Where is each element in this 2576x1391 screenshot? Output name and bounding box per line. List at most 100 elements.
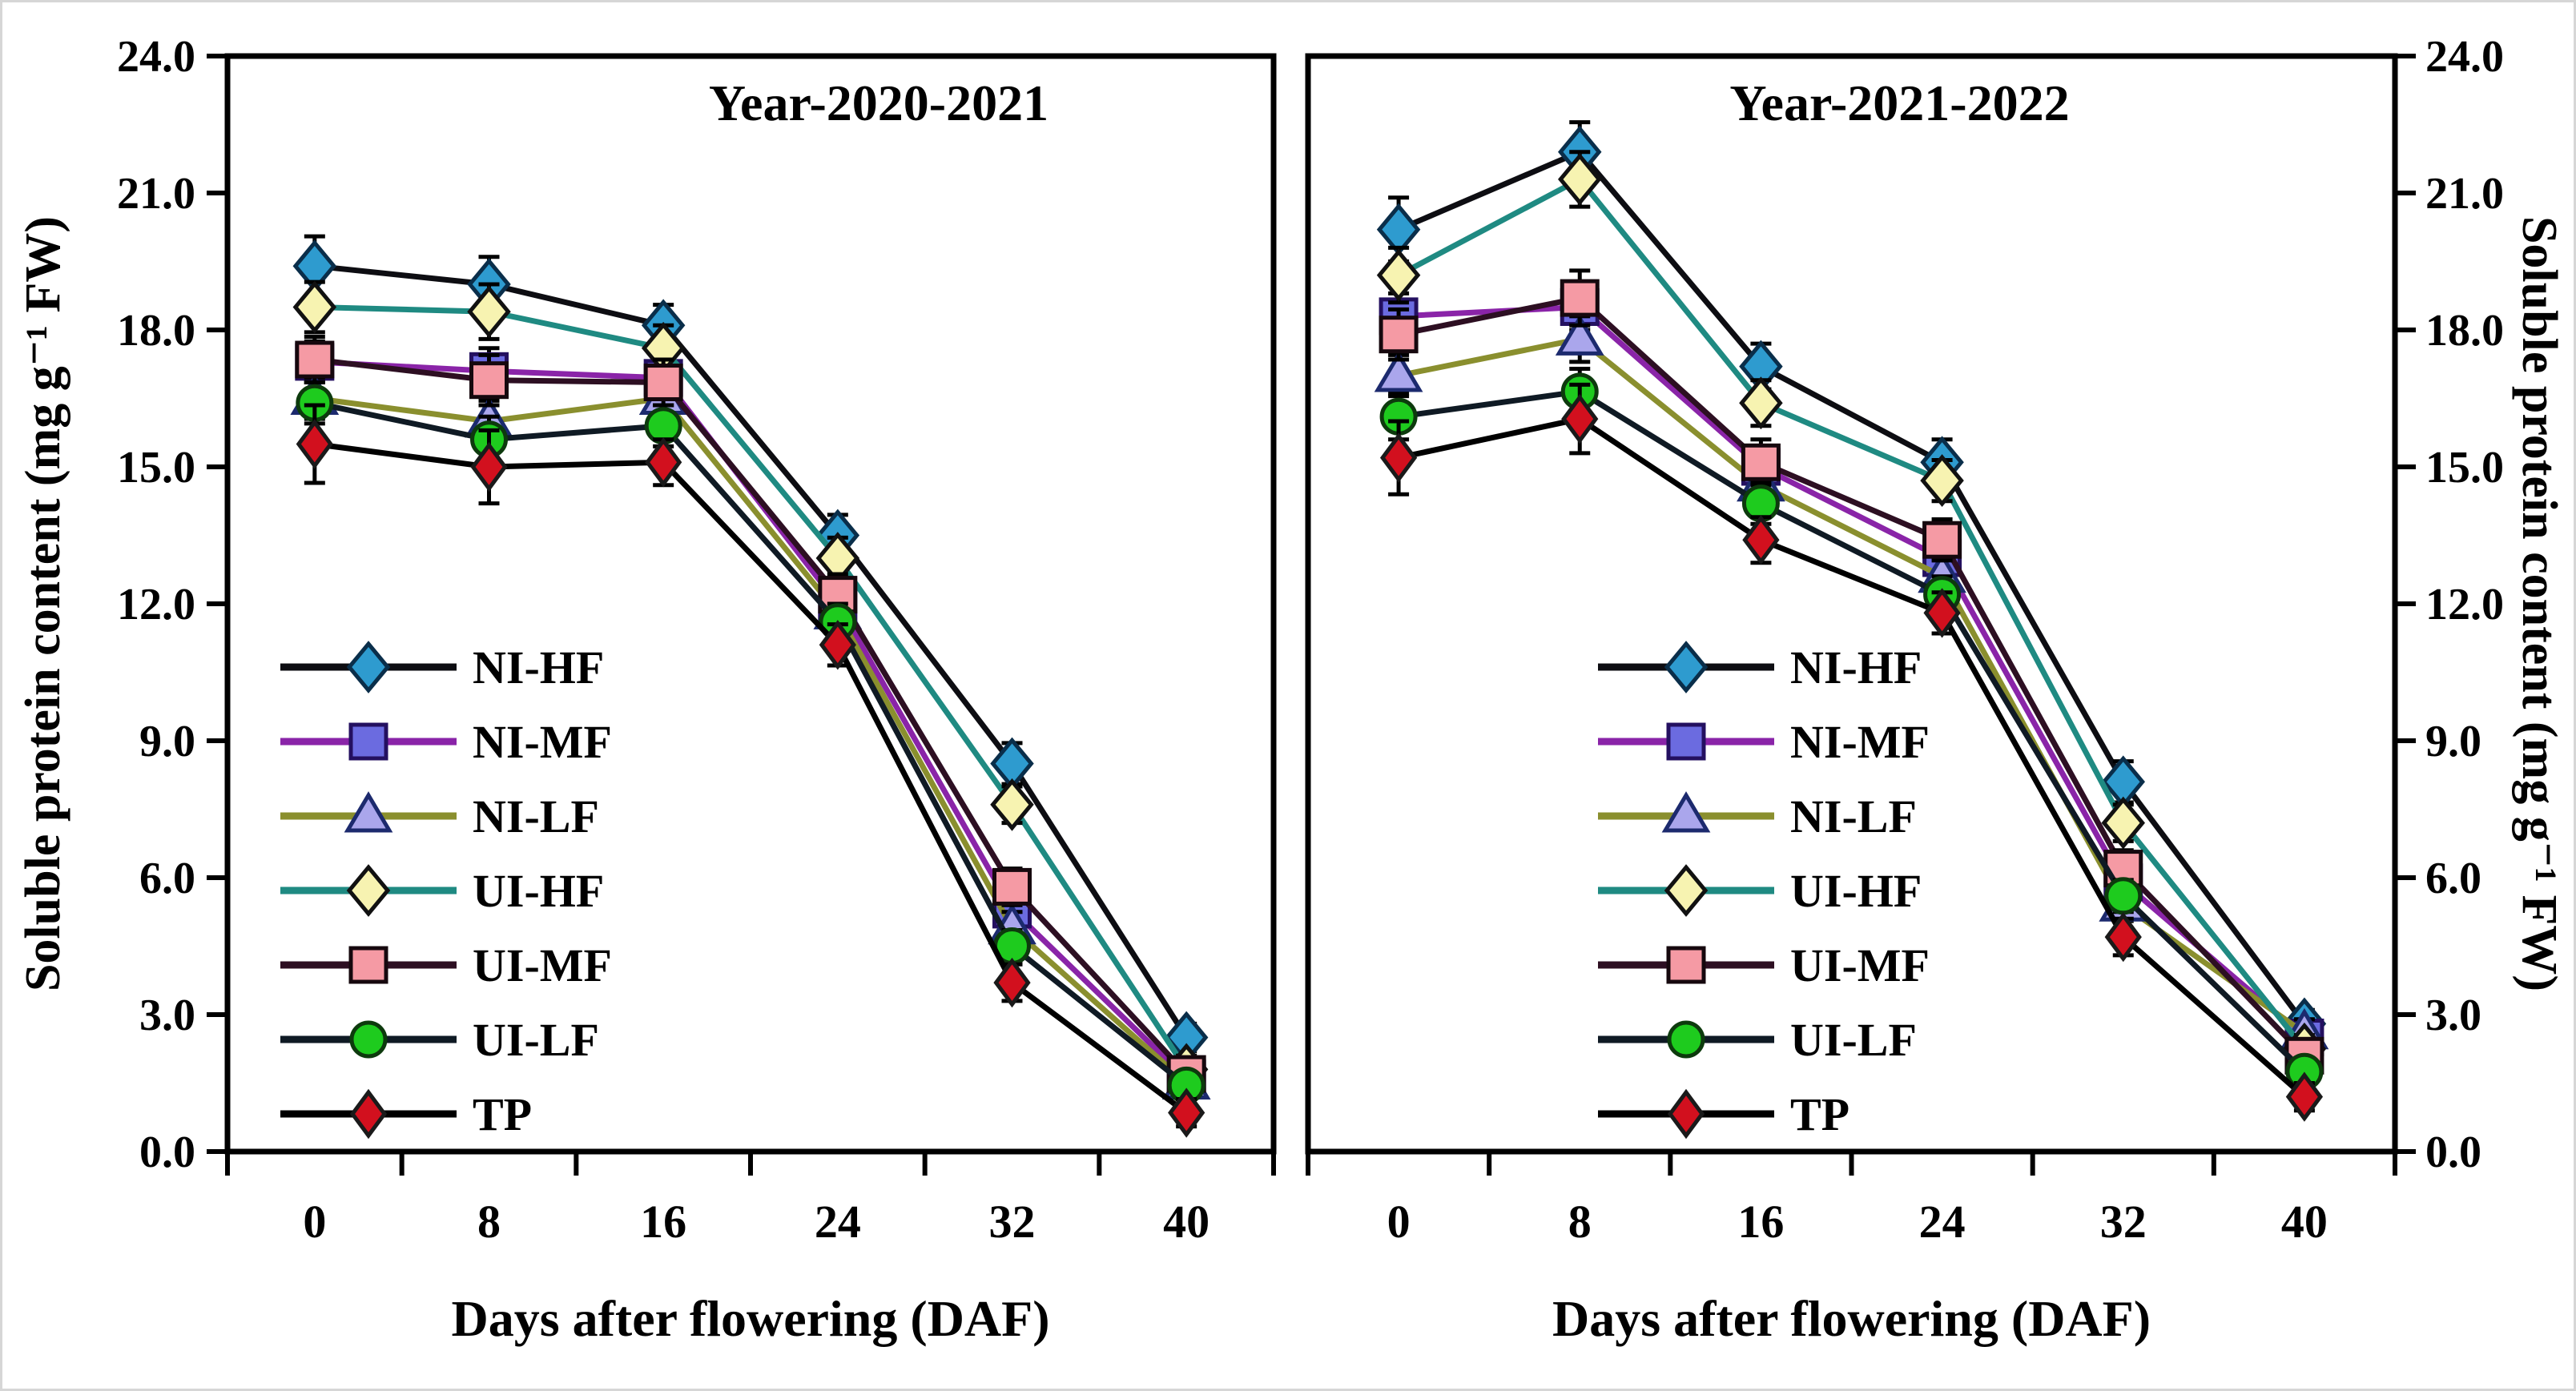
marker-UI-HF xyxy=(1739,376,1783,430)
marker-UI-MF xyxy=(469,361,509,400)
series-line-UI-MF xyxy=(314,356,1189,1076)
series-NI-HF xyxy=(292,234,1209,1064)
x-tick-label: 32 xyxy=(2100,1196,2147,1248)
legend-marker-UI-MF xyxy=(348,946,388,984)
legend-marker-UI-LF xyxy=(349,1020,388,1059)
panel-title: Year-2020-2021 xyxy=(709,74,1049,131)
legend-marker-NI-LF xyxy=(1661,791,1711,833)
series-line-NI-HF xyxy=(1397,148,2307,1026)
legend-item-NI-HF: NI-HF xyxy=(1598,641,1922,693)
y-tick-label: 6.0 xyxy=(139,854,195,903)
marker-TP xyxy=(1168,1087,1205,1138)
plot-box xyxy=(224,53,1277,1155)
legend-label-TP: TP xyxy=(473,1088,532,1140)
legend-item-NI-MF: NI-MF xyxy=(1598,716,1930,768)
marker-UI-HF xyxy=(1376,248,1421,302)
legend-item-UI-LF: UI-LF xyxy=(1598,1014,1917,1066)
x-axis-title: Days after flowering (DAF) xyxy=(451,1290,1049,1347)
y-tick-label: 9.0 xyxy=(2425,717,2481,766)
legend: NI-HF NI-MF NI-LF UI-HF UI-MF UI-LF TP xyxy=(1598,641,1930,1140)
marker-TP xyxy=(1379,432,1418,483)
series-line-NI-LF xyxy=(314,395,1189,1086)
marker-TP xyxy=(993,957,1031,1008)
marker-TP xyxy=(1561,393,1599,444)
legend-marker-TP xyxy=(1667,1088,1705,1140)
series-line-NI-MF xyxy=(314,359,1189,1081)
marker-UI-MF xyxy=(1560,279,1600,317)
marker-TP xyxy=(645,437,682,488)
y-tick-label: 21.0 xyxy=(117,169,195,219)
y-tick-label: 6.0 xyxy=(2425,854,2481,903)
marker-TP xyxy=(2285,1071,2324,1122)
y-axis-title-left: Soluble protein content (mg g⁻¹ FW) xyxy=(16,216,70,991)
marker-NI-LF xyxy=(1555,314,1604,356)
legend-label-UI-LF: UI-LF xyxy=(1790,1014,1917,1066)
marker-TP xyxy=(1923,588,1961,638)
legend-label-UI-HF: UI-HF xyxy=(1790,865,1922,917)
y-tick-label: 24.0 xyxy=(2425,32,2504,82)
series-line-UI-HF xyxy=(1397,175,2307,1051)
series-line-UI-LF xyxy=(314,400,1189,1088)
legend-item-NI-LF: NI-LF xyxy=(280,790,599,842)
legend-marker-UI-HF xyxy=(1664,864,1709,917)
y-tick-label: 0.0 xyxy=(139,1128,195,1177)
legend-label-UI-MF: UI-MF xyxy=(473,939,612,991)
marker-UI-MF xyxy=(643,364,683,402)
marker-UI-HF xyxy=(1558,152,1602,206)
series-UI-HF xyxy=(292,279,1209,1096)
legend-label-NI-LF: NI-LF xyxy=(1790,790,1917,842)
x-tick-label: 24 xyxy=(1919,1196,1966,1248)
legend-label-NI-HF: NI-HF xyxy=(1790,641,1922,693)
x-tick-label: 16 xyxy=(640,1196,686,1248)
legend-marker-NI-HF xyxy=(1664,641,1709,693)
legend-marker-UI-LF xyxy=(1667,1020,1705,1059)
marker-UI-HF xyxy=(292,280,337,334)
legend-label-NI-MF: NI-MF xyxy=(1790,716,1930,768)
legend-item-TP: TP xyxy=(280,1088,532,1140)
series-line-TP xyxy=(1398,416,2307,1100)
y-tick-label: 9.0 xyxy=(139,717,195,766)
series-line-UI-LF xyxy=(1398,388,2307,1074)
y-tick-label: 12.0 xyxy=(2425,580,2504,629)
marker-UI-HF xyxy=(2101,796,2145,850)
y-tick-label: 12.0 xyxy=(117,580,195,629)
series-line-NI-MF xyxy=(1398,304,2307,1040)
x-tick-label: 32 xyxy=(989,1196,1036,1248)
marker-UI-MF xyxy=(295,340,335,379)
y-tick-label: 24.0 xyxy=(117,32,195,82)
marker-TP xyxy=(470,441,508,492)
legend-label-UI-MF: UI-MF xyxy=(1790,939,1930,991)
y-tick-label: 15.0 xyxy=(2425,443,2504,492)
legend-label-NI-HF: NI-HF xyxy=(473,641,604,693)
series-UI-MF xyxy=(1379,268,2324,1075)
y-tick-label: 18.0 xyxy=(117,306,195,356)
legend-label-UI-HF: UI-HF xyxy=(473,865,604,917)
x-tick-label: 8 xyxy=(477,1196,501,1248)
legend: NI-HF NI-MF NI-LF UI-HF UI-MF UI-LF TP xyxy=(280,641,612,1140)
x-tick-label: 8 xyxy=(1568,1196,1592,1248)
y-tick-label: 21.0 xyxy=(2425,169,2504,219)
legend-label-NI-LF: NI-LF xyxy=(473,790,599,842)
legend-item-UI-LF: UI-LF xyxy=(280,1014,599,1066)
panel-title: Year-2021-2022 xyxy=(1729,74,2069,131)
series-TP xyxy=(1379,382,2324,1122)
legend-marker-NI-LF xyxy=(344,791,393,833)
y-tick-label: 0.0 xyxy=(2425,1128,2481,1177)
x-tick-label: 40 xyxy=(1163,1196,1210,1248)
legend-marker-UI-MF xyxy=(1666,946,1706,984)
x-tick-label: 40 xyxy=(2281,1196,2328,1248)
marker-TP xyxy=(819,620,856,670)
legend-item-NI-MF: NI-MF xyxy=(280,716,612,768)
panel-Year-2020-2021: 24.0 21.0 18.0 15.0 12.0 9.0 6.0 3.0 0.0 0 8 16 24 32… xyxy=(16,32,1277,1347)
legend-item-NI-HF: NI-HF xyxy=(280,641,604,693)
marker-UI-LF xyxy=(2104,877,2143,915)
y-axis-title-right: Soluble protein content (mg g⁻¹ FW) xyxy=(2512,216,2566,991)
x-axis-title: Days after flowering (DAF) xyxy=(1552,1290,2151,1347)
x-tick-label: 16 xyxy=(1737,1196,1784,1248)
legend-marker-NI-MF xyxy=(348,722,388,761)
x-tick-label: 0 xyxy=(303,1196,326,1248)
marker-TP xyxy=(1742,514,1780,565)
marker-UI-MF xyxy=(1379,316,1419,354)
legend-marker-TP xyxy=(349,1088,388,1140)
